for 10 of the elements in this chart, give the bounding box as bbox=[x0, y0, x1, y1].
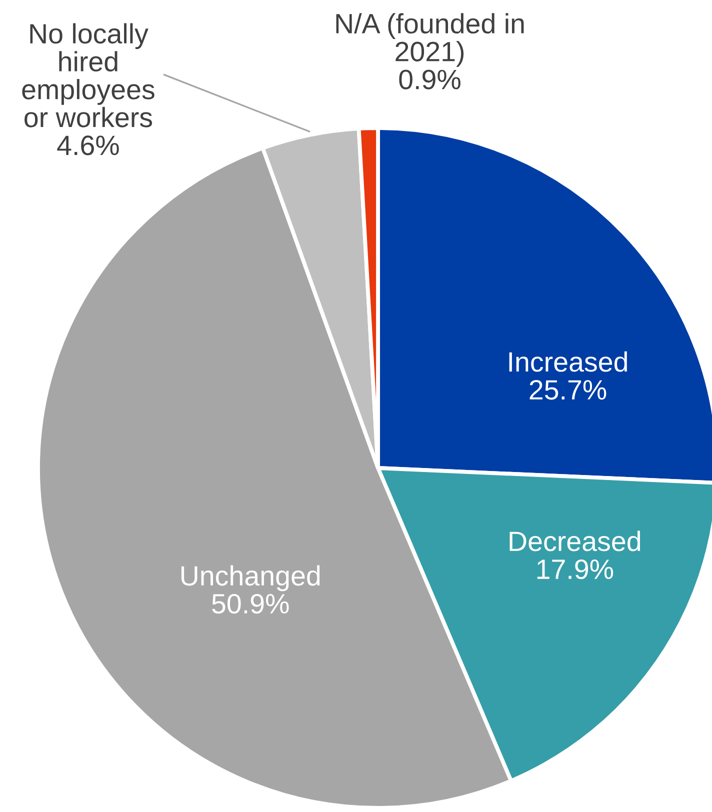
slice-label: Increased bbox=[509, 351, 627, 372]
data-label: 4.6% bbox=[57, 136, 119, 156]
slice-label: Unchanged bbox=[181, 565, 320, 592]
data-label: 17.9% bbox=[537, 559, 614, 580]
data-label: 0.9% bbox=[399, 70, 460, 90]
data-label: 50.9% bbox=[212, 594, 289, 614]
slice-label: N/A (founded in 2021) bbox=[336, 13, 524, 67]
data-label: 25.7% bbox=[530, 380, 606, 400]
slice-label: Decreased bbox=[510, 530, 640, 552]
slice-label: No locally hired employees or workers bbox=[22, 23, 154, 128]
